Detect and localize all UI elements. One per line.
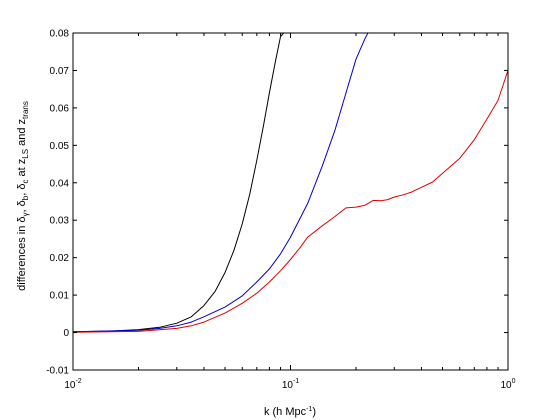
series-line-3: [73, 70, 508, 333]
y-tick-label: 0.03: [50, 216, 70, 227]
series-line-2: [73, 33, 369, 333]
y-tick-label: 0.06: [50, 103, 70, 114]
series-layer: [73, 33, 508, 333]
y-tick-label: 0: [63, 328, 69, 339]
y-tick-label: 0.04: [50, 178, 70, 189]
x-tick-label: 100: [500, 378, 515, 391]
y-axis-label: differences in δγ, δb, δc at zLS and ztr…: [16, 101, 30, 291]
y-tick-label: 0.07: [50, 66, 70, 77]
y-tick-label: 0.05: [50, 141, 70, 152]
y-tick-label: 0.01: [50, 291, 70, 302]
x-tick-label: 10-1: [282, 378, 299, 391]
y-tick-label: -0.01: [46, 366, 69, 377]
x-tick-label: 10-2: [64, 378, 81, 391]
series-line-1: [73, 33, 284, 333]
y-tick-label: 0.08: [50, 29, 70, 40]
x-axis-label: k (h Mpc-1): [264, 406, 316, 418]
y-tick-label: 0.02: [50, 253, 70, 264]
ticks-layer: -0.01 0 0.01 0.02 0.03 0.04 0.05 0.06 0.07 0.08 10…: [46, 29, 515, 392]
